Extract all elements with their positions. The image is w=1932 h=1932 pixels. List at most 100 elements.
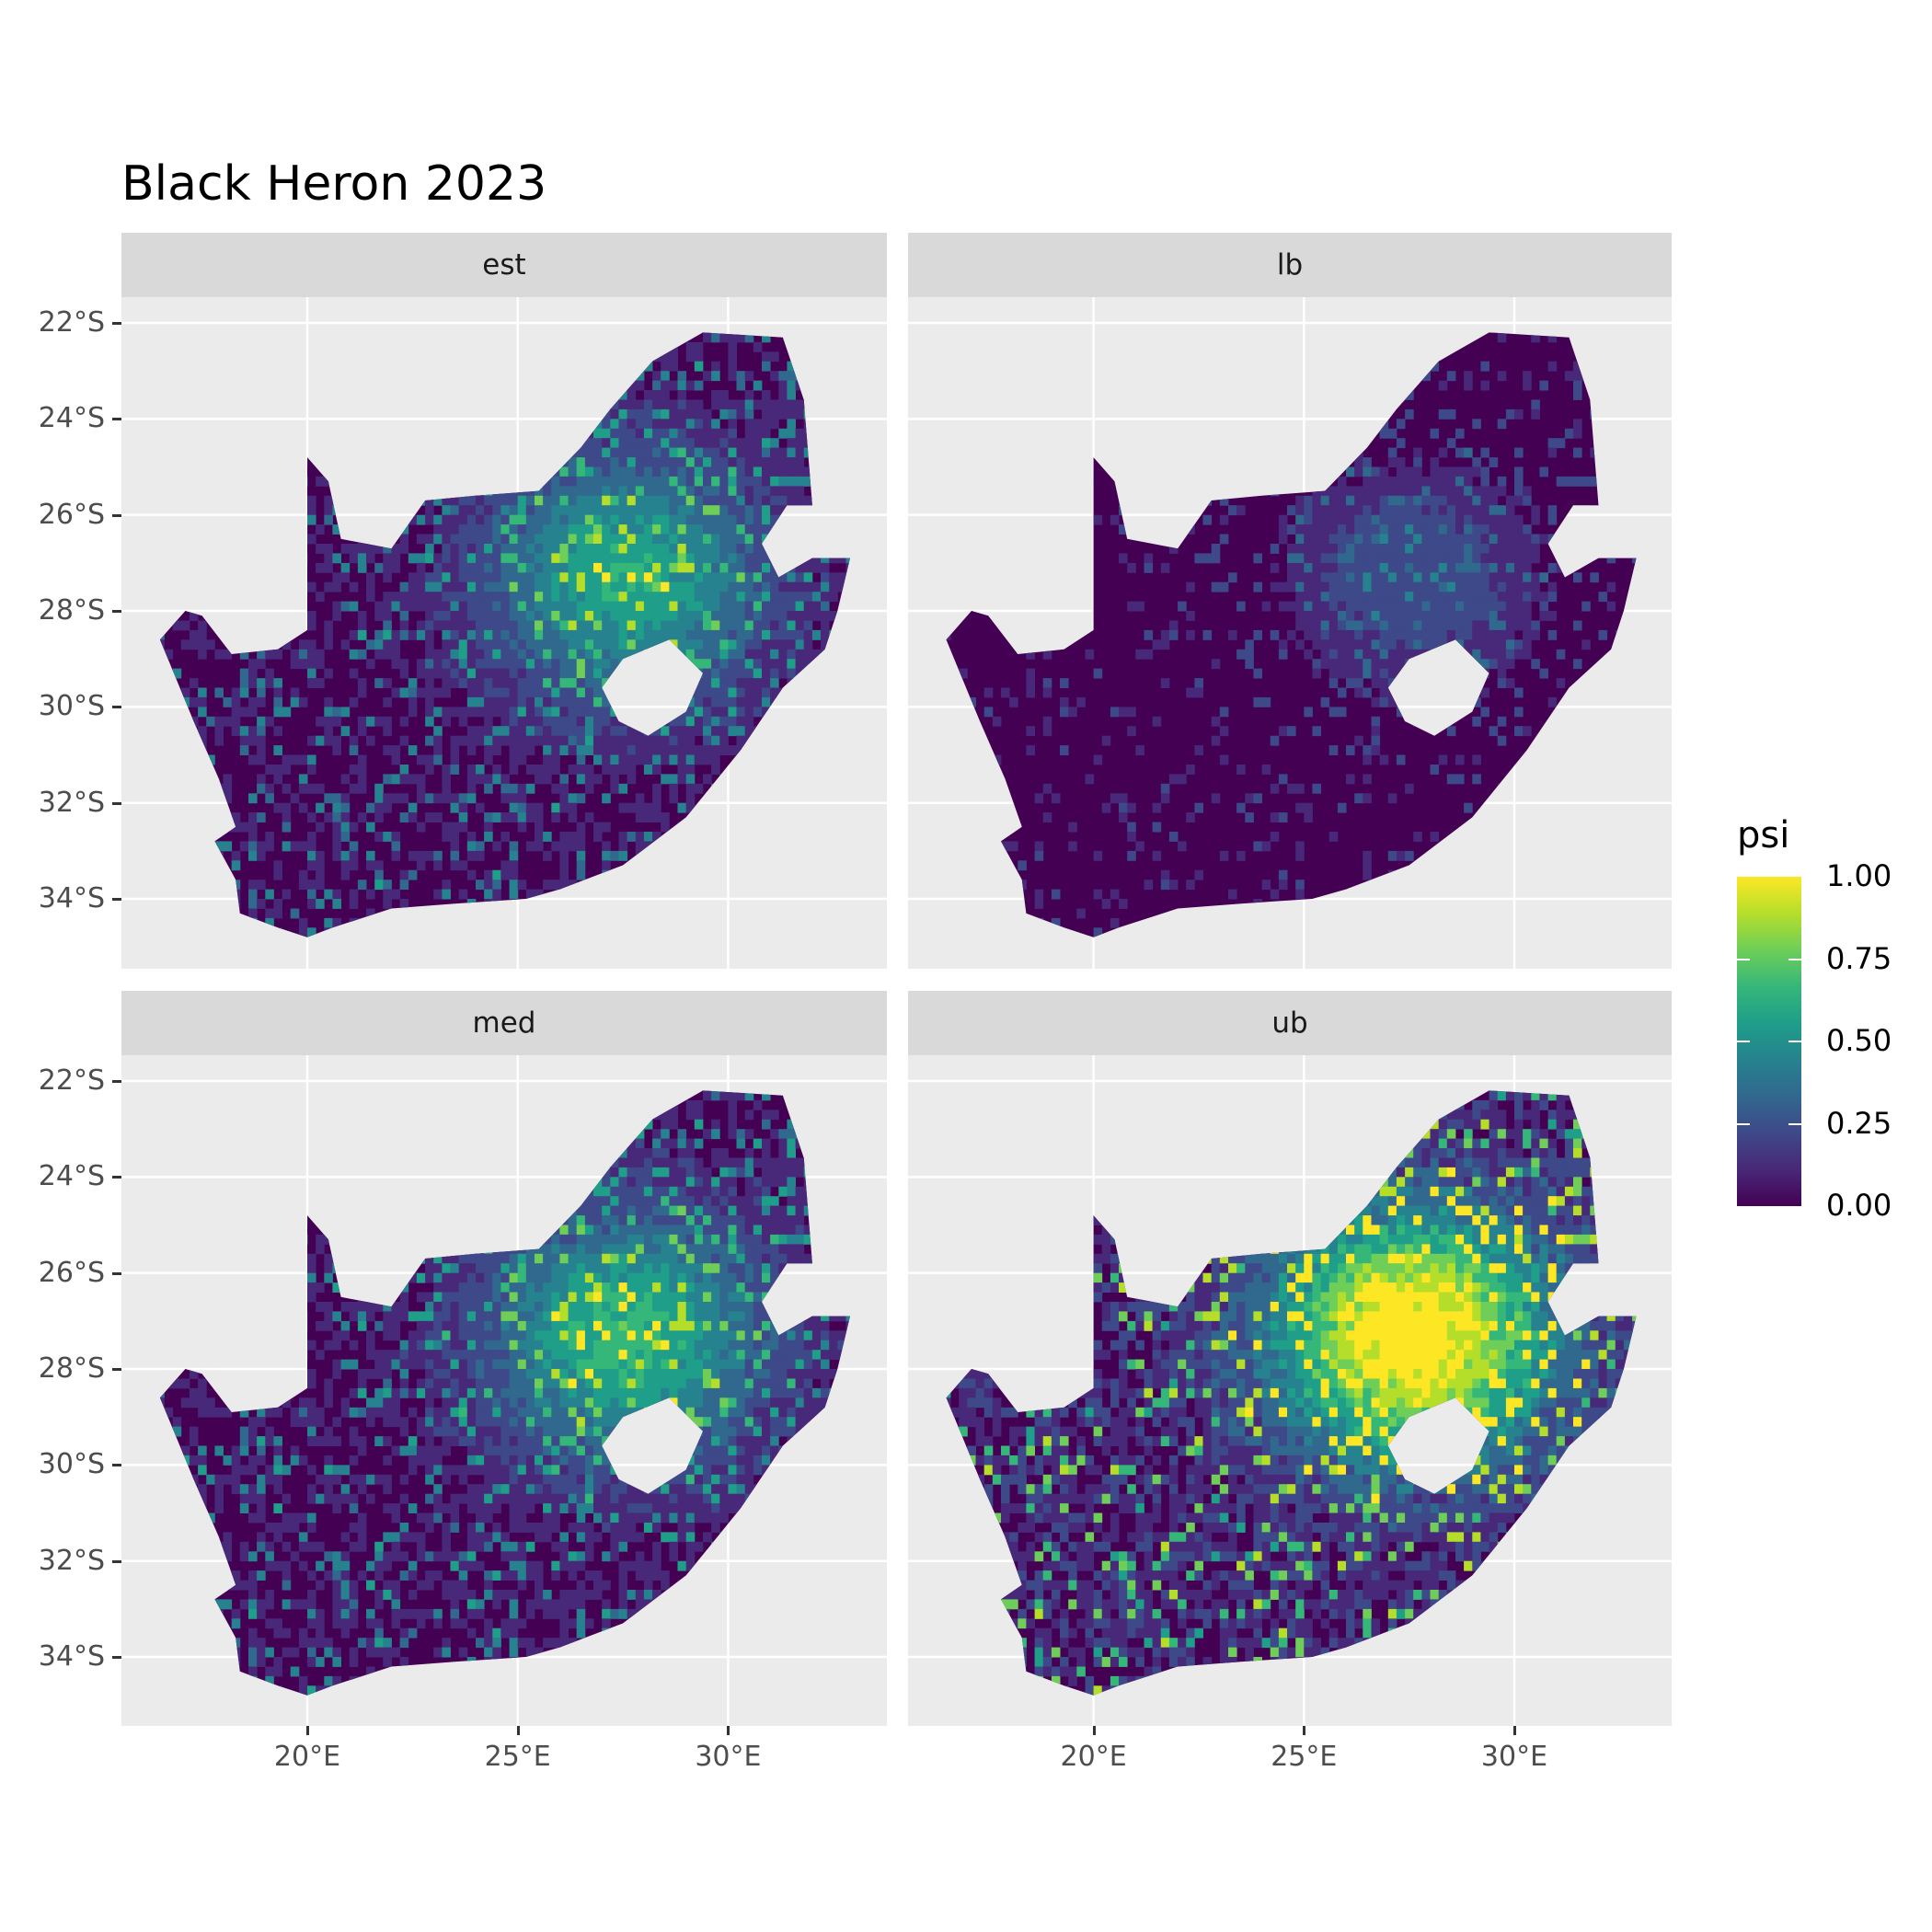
raster-cell xyxy=(1387,544,1397,554)
raster-cell xyxy=(559,592,569,603)
raster-cell xyxy=(602,572,611,583)
raster-cell xyxy=(307,611,316,621)
raster-cell xyxy=(425,514,434,525)
raster-cell xyxy=(728,611,737,621)
raster-cell xyxy=(1278,534,1288,545)
raster-cell xyxy=(685,696,696,707)
raster-cell xyxy=(1539,592,1548,603)
raster-cell xyxy=(476,765,485,775)
raster-cell xyxy=(1438,486,1448,497)
raster-cell xyxy=(1523,562,1532,573)
raster-cell xyxy=(1464,629,1473,640)
raster-cell xyxy=(509,696,519,707)
raster-cell xyxy=(1379,505,1389,516)
raster-cell xyxy=(719,438,729,449)
raster-cell xyxy=(795,562,805,573)
raster-cell xyxy=(316,476,325,487)
raster-cell xyxy=(1480,611,1489,621)
raster-cell xyxy=(1211,544,1221,554)
raster-cell xyxy=(576,822,586,833)
raster-cell xyxy=(669,716,678,727)
raster-cell xyxy=(711,486,720,497)
raster-cell xyxy=(1472,466,1481,477)
raster-cell xyxy=(669,476,678,487)
raster-cell xyxy=(652,601,661,612)
raster-cell xyxy=(357,726,367,737)
raster-cell xyxy=(273,869,282,880)
raster-cell xyxy=(1152,639,1162,650)
raster-cell xyxy=(1346,505,1355,516)
raster-cell xyxy=(635,534,645,545)
raster-cell xyxy=(627,534,637,545)
raster-cell xyxy=(425,696,434,707)
raster-cell xyxy=(551,668,560,679)
raster-cell xyxy=(1119,524,1128,535)
raster-cell xyxy=(517,716,527,727)
raster-cell xyxy=(466,553,477,564)
raster-cell xyxy=(1396,495,1406,506)
raster-cell xyxy=(1514,495,1524,506)
raster-cell xyxy=(1312,572,1321,583)
raster-cell xyxy=(1387,659,1397,670)
y-tick xyxy=(112,801,121,805)
raster-cell xyxy=(1606,553,1616,564)
raster-cell xyxy=(1287,544,1296,554)
raster-cell xyxy=(576,620,586,631)
raster-cell xyxy=(1304,601,1313,612)
raster-cell xyxy=(762,639,771,650)
raster-cell xyxy=(442,581,451,592)
raster-cell xyxy=(568,668,578,679)
raster-cell xyxy=(282,765,292,775)
raster-cell xyxy=(1505,408,1515,420)
raster-cell xyxy=(1228,572,1237,583)
raster-cell xyxy=(257,850,266,861)
raster-cell xyxy=(593,524,603,535)
raster-cell xyxy=(652,476,661,487)
raster-cell xyxy=(627,466,637,477)
raster-cell xyxy=(366,860,375,871)
raster-cell xyxy=(476,726,485,737)
raster-cell xyxy=(677,438,687,449)
raster-cell xyxy=(610,562,619,573)
raster-cell xyxy=(1211,735,1221,746)
raster-cell xyxy=(1034,850,1044,861)
raster-cell xyxy=(677,754,687,765)
raster-cell xyxy=(803,620,813,631)
raster-cell xyxy=(408,553,418,564)
raster-cell xyxy=(694,380,704,391)
raster-cell xyxy=(1346,562,1355,573)
raster-cell xyxy=(1446,601,1456,612)
raster-cell xyxy=(719,678,729,688)
raster-cell xyxy=(602,562,611,573)
raster-cell xyxy=(568,534,578,545)
raster-cell xyxy=(442,544,451,554)
raster-cell xyxy=(535,524,544,535)
raster-cell xyxy=(433,707,443,718)
raster-cell xyxy=(669,408,678,420)
raster-cell xyxy=(1379,649,1389,660)
raster-cell xyxy=(652,629,661,640)
raster-cell xyxy=(500,812,510,822)
raster-cell xyxy=(525,649,535,660)
raster-cell xyxy=(1405,514,1414,525)
raster-cell xyxy=(1455,629,1465,640)
raster-cell xyxy=(1480,514,1489,525)
raster-cell xyxy=(307,832,316,842)
raster-cell xyxy=(484,495,493,506)
raster-cell xyxy=(265,668,274,679)
raster-cell xyxy=(703,649,712,660)
raster-cell xyxy=(1405,562,1414,573)
raster-cell xyxy=(1371,524,1381,535)
raster-cell xyxy=(568,486,578,497)
raster-cell xyxy=(778,447,788,458)
raster-cell xyxy=(618,620,628,631)
raster-cell xyxy=(1514,553,1524,564)
raster-cell xyxy=(1346,553,1355,564)
raster-cell xyxy=(770,505,779,516)
raster-cell xyxy=(753,629,763,640)
raster-cell xyxy=(1590,572,1599,583)
raster-cell xyxy=(1523,572,1532,583)
raster-cell xyxy=(1505,514,1515,525)
raster-cell xyxy=(703,419,712,430)
raster-cell xyxy=(1573,476,1582,487)
